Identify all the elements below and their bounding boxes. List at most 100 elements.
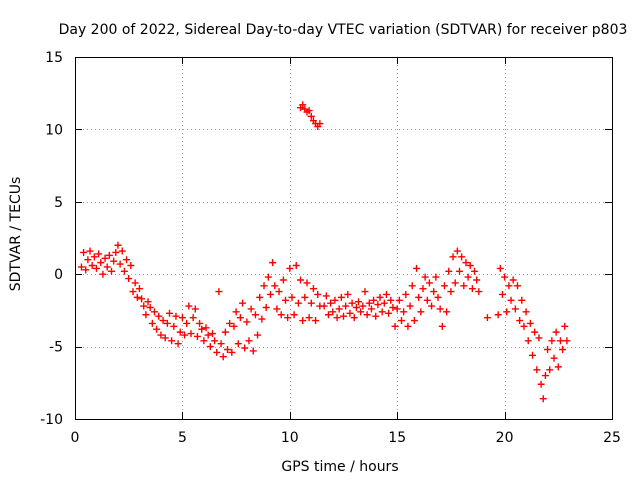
data-point-marker	[554, 363, 562, 371]
y-tick-label: 10	[45, 122, 63, 138]
data-point-marker	[520, 322, 528, 330]
data-point-marker	[219, 353, 227, 361]
data-point-marker	[153, 325, 161, 333]
data-point-marker	[286, 264, 294, 272]
data-point-marker	[138, 295, 146, 303]
data-point-marker	[193, 332, 201, 340]
data-point-marker	[380, 299, 388, 307]
data-point-marker	[350, 314, 358, 322]
data-point-marker	[367, 305, 375, 313]
data-point-marker	[404, 322, 412, 330]
data-point-marker	[415, 293, 423, 301]
data-point-marker	[342, 302, 350, 310]
y-tick-label: 0	[54, 267, 63, 283]
data-point-marker	[176, 328, 184, 336]
data-point-marker	[417, 308, 425, 316]
data-point-marker	[544, 345, 552, 353]
data-point-marker	[266, 290, 274, 298]
data-point-marker	[232, 308, 240, 316]
data-point-marker	[297, 276, 305, 284]
data-point-marker	[198, 325, 206, 333]
data-point-marker	[552, 328, 560, 336]
data-point-marker	[537, 380, 545, 388]
data-point-marker	[247, 305, 255, 313]
data-point-marker	[163, 319, 171, 327]
data-point-marker	[262, 304, 270, 312]
data-point-marker	[535, 334, 543, 342]
data-point-marker	[148, 319, 156, 327]
data-point-marker	[215, 288, 223, 296]
data-point-marker	[408, 282, 416, 290]
data-point-marker	[142, 311, 150, 319]
chart-title: Day 200 of 2022, Sidereal Day-to-day VTE…	[59, 22, 628, 38]
data-point-marker	[249, 347, 257, 355]
data-point-marker	[307, 112, 315, 120]
data-point-marker	[101, 254, 109, 262]
data-point-marker	[108, 267, 116, 275]
data-point-marker	[135, 285, 143, 293]
data-point-marker	[290, 311, 298, 319]
data-point-marker	[331, 296, 339, 304]
data-point-marker	[389, 304, 397, 312]
data-point-marker	[166, 309, 174, 317]
data-point-marker	[269, 259, 277, 267]
data-point-marker	[301, 293, 309, 301]
data-point-marker	[125, 275, 133, 283]
data-point-marker	[88, 262, 96, 270]
data-point-marker	[449, 253, 457, 261]
data-point-marker	[357, 308, 365, 316]
x-tick-label: 15	[388, 430, 406, 446]
data-point-marker	[387, 296, 395, 304]
data-point-marker	[200, 337, 208, 345]
data-point-marker	[419, 285, 427, 293]
data-point-marker	[337, 293, 345, 301]
data-point-marker	[541, 372, 549, 380]
data-point-marker	[159, 317, 167, 325]
data-point-marker	[410, 317, 418, 325]
data-point-marker	[436, 305, 444, 313]
data-point-marker	[95, 250, 103, 258]
data-point-marker	[251, 311, 259, 319]
data-point-marker	[264, 273, 272, 281]
data-point-marker	[438, 322, 446, 330]
data-point-marker	[374, 301, 382, 309]
data-point-marker	[505, 282, 513, 290]
data-point-marker	[230, 322, 238, 330]
data-point-marker	[400, 308, 408, 316]
data-point-marker	[123, 256, 131, 264]
data-point-marker	[254, 331, 262, 339]
data-point-marker	[561, 322, 569, 330]
data-point-marker	[395, 296, 403, 304]
data-point-marker	[181, 331, 189, 339]
data-point-marker	[307, 299, 315, 307]
x-tick-label: 10	[281, 430, 299, 446]
data-point-marker	[471, 267, 479, 275]
y-tick-label: 5	[54, 195, 63, 211]
data-point-marker	[370, 296, 378, 304]
data-point-marker	[292, 262, 300, 270]
data-point-marker	[114, 241, 122, 249]
data-point-marker	[241, 344, 249, 352]
data-point-marker	[511, 305, 519, 313]
data-point-marker	[423, 296, 431, 304]
data-point-marker	[221, 328, 229, 336]
data-point-marker	[161, 334, 169, 342]
data-point-marker	[324, 311, 332, 319]
data-point-marker	[260, 282, 268, 290]
data-point-marker	[299, 101, 307, 109]
data-point-marker	[329, 308, 337, 316]
data-point-marker	[303, 279, 311, 287]
data-point-marker	[447, 288, 455, 296]
data-point-marker	[432, 273, 440, 281]
data-point-marker	[382, 290, 390, 298]
axis-ticks: 0 5 10 15 20 25 -10 -5 0 5 10 15	[40, 50, 621, 446]
data-point-marker	[559, 345, 567, 353]
data-point-marker	[236, 314, 244, 322]
data-point-marker	[406, 302, 414, 310]
data-point-marker	[273, 305, 281, 313]
x-tick-label: 25	[603, 430, 621, 446]
data-point-marker	[105, 251, 113, 259]
plot-frame	[75, 57, 613, 420]
data-point-marker	[385, 309, 393, 317]
data-point-marker	[185, 302, 193, 310]
